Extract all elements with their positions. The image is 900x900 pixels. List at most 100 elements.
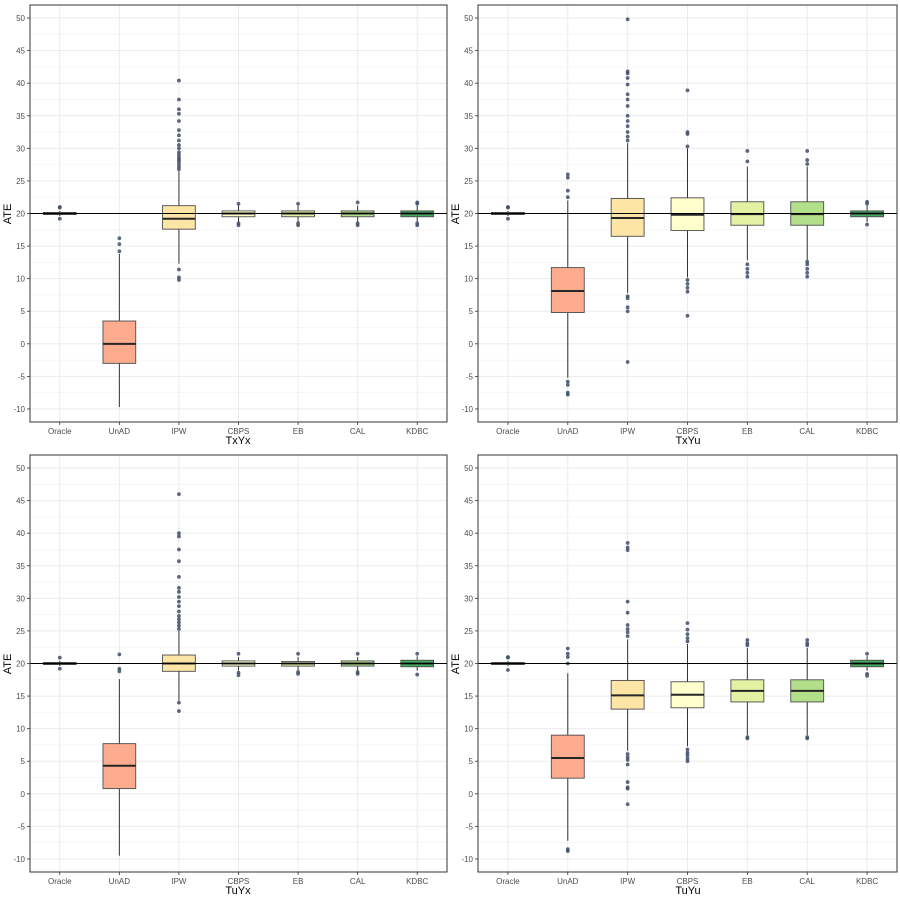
x-tick-label: EB <box>742 427 753 436</box>
outlier-point <box>177 111 181 116</box>
outlier-point <box>565 175 570 180</box>
outlier-point <box>57 216 62 221</box>
outlier-point <box>625 76 630 80</box>
outlier-point <box>625 623 630 627</box>
box-eb <box>730 638 765 741</box>
outlier-point <box>625 113 630 118</box>
outlier-point <box>177 617 181 622</box>
y-tick-label: -5 <box>18 372 26 381</box>
outlier-point <box>117 249 122 254</box>
y-tick-label: 35 <box>16 562 25 571</box>
y-tick-label: 35 <box>464 112 473 121</box>
outlier-point <box>685 144 690 149</box>
y-tick-label: 5 <box>469 307 474 316</box>
y-tick-label: 30 <box>464 144 473 153</box>
outlier-point <box>865 651 869 656</box>
outlier-point <box>745 262 750 267</box>
outlier-point <box>685 639 690 644</box>
outlier-point <box>177 492 181 496</box>
outlier-point <box>625 360 630 364</box>
box-ipw <box>162 78 196 282</box>
outlier-point <box>177 267 181 272</box>
y-tick-label: 50 <box>16 464 25 473</box>
x-tick-label: CAL <box>799 427 815 436</box>
y-axis-title: ATE <box>2 204 14 225</box>
box-cbps <box>670 621 705 764</box>
box-cal <box>790 638 825 741</box>
outlier-point <box>745 270 750 275</box>
y-tick-label: 15 <box>464 242 473 251</box>
x-tick-label: KDBC <box>856 427 878 436</box>
y-tick-label: 40 <box>464 529 473 538</box>
outlier-point <box>236 670 241 675</box>
outlier-point <box>805 641 810 646</box>
box-cbps <box>670 88 705 318</box>
x-tick-label: EB <box>293 877 304 886</box>
y-tick-label: 15 <box>16 242 25 251</box>
outlier-point <box>685 636 690 640</box>
outlier-point <box>625 599 630 604</box>
outlier-point <box>745 641 750 646</box>
outlier-point <box>296 651 300 656</box>
outlier-point <box>805 266 810 271</box>
outlier-point <box>355 651 360 656</box>
outlier-point <box>177 589 181 594</box>
outlier-point <box>625 634 630 639</box>
box-unad <box>550 646 585 854</box>
panel-tuyu: -10 -5 0 5 10 15 20 25 30 35 40 45 50 Oracle UnAD IPW CB… <box>450 454 898 897</box>
outlier-point <box>745 159 750 164</box>
outlier-point <box>565 655 570 659</box>
outlier-point <box>685 289 690 294</box>
y-tick-label: 30 <box>464 594 473 603</box>
iqr-box <box>102 320 137 364</box>
outlier-point <box>177 709 181 713</box>
outlier-point <box>177 531 181 536</box>
outlier-point <box>625 630 630 635</box>
outlier-point <box>177 146 181 151</box>
y-tick-label: -10 <box>13 405 25 414</box>
x-tick-label: CBPS <box>677 877 699 886</box>
outlier-point <box>117 236 122 241</box>
outlier-point <box>565 651 570 656</box>
y-axis-title: ATE <box>450 204 462 225</box>
outlier-point <box>565 195 570 200</box>
x-axis-title: TxYu <box>675 435 700 447</box>
outlier-point <box>805 274 810 279</box>
outlier-point <box>177 627 181 631</box>
outlier-point <box>177 623 181 628</box>
outlier-point <box>685 278 690 282</box>
outlier-point <box>625 758 630 762</box>
outlier-point <box>57 666 62 671</box>
outlier-point <box>177 78 181 83</box>
outlier-point <box>685 756 690 761</box>
outlier-point <box>805 259 810 264</box>
outlier-point <box>625 627 630 631</box>
outlier-point <box>415 221 420 226</box>
outlier-point <box>506 205 510 209</box>
outlier-point <box>745 266 750 271</box>
panel-txyx: -10 -5 0 5 10 15 20 25 30 35 40 45 50 Oracle UnAD IPW CB… <box>2 4 448 447</box>
y-axis-title: ATE <box>2 654 14 675</box>
y-tick-label: 45 <box>16 497 25 506</box>
x-tick-label: UnAD <box>109 427 131 436</box>
outlier-point <box>685 281 690 286</box>
outlier-point <box>565 172 570 177</box>
outlier-point <box>296 201 300 206</box>
outlier-point <box>685 627 690 632</box>
outlier-point <box>236 221 241 226</box>
outlier-point <box>57 205 62 209</box>
outlier-point <box>865 672 869 676</box>
y-tick-label: 30 <box>16 594 25 603</box>
outlier-point <box>177 609 181 614</box>
outlier-point <box>177 138 181 143</box>
outlier-point <box>625 755 630 760</box>
y-tick-label: 25 <box>16 627 25 636</box>
outlier-point <box>745 149 750 153</box>
outlier-point <box>296 670 300 674</box>
x-tick-label: Oracle <box>496 877 520 886</box>
outlier-point <box>685 759 690 764</box>
y-tick-label: 50 <box>464 14 473 23</box>
y-tick-label: 25 <box>464 627 473 636</box>
outlier-point <box>177 107 181 112</box>
